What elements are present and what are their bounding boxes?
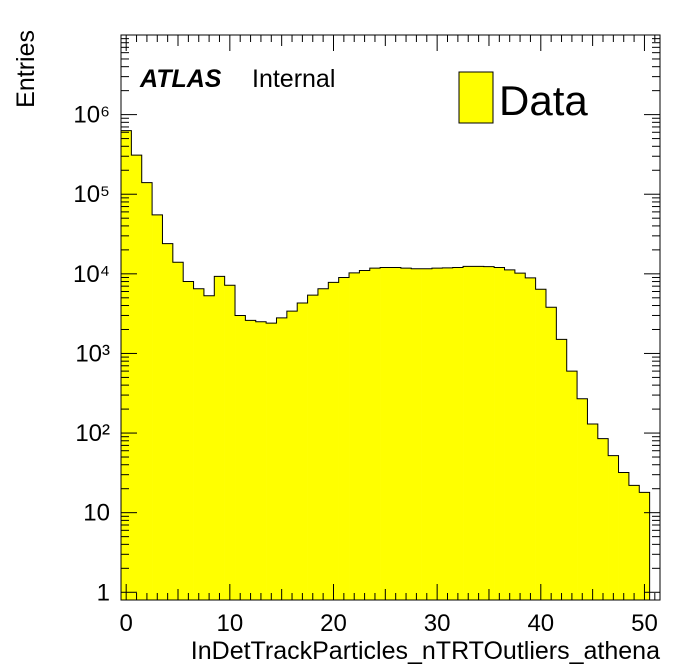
atlas-label-bold: ATLAS: [139, 65, 222, 93]
plot-frame: [120, 34, 661, 601]
atlas-label: ATLAS Internal: [139, 65, 335, 93]
y-tick-label: 10²: [75, 420, 110, 447]
histogram-bar: [618, 472, 630, 600]
histogram-bar: [545, 307, 557, 600]
histogram-bar: [141, 182, 153, 600]
histogram-bar: [390, 267, 402, 600]
x-tick-label: 10: [216, 610, 243, 637]
histogram-bar: [131, 155, 143, 600]
histogram-bar: [566, 371, 578, 600]
x-tick-labels: 0 10 20 30 40 50: [120, 610, 658, 637]
histogram-bar: [276, 317, 288, 600]
histogram-bar: [597, 438, 609, 600]
histogram-bar: [349, 272, 360, 600]
histogram-bar: [608, 455, 619, 600]
histogram-bar: [235, 315, 246, 600]
histogram-bar: [473, 266, 485, 600]
histogram-bar: [255, 321, 267, 600]
legend-swatch: [458, 71, 494, 124]
histogram-bar: [297, 303, 308, 600]
histogram-bar: [452, 267, 464, 600]
histogram-bar: [639, 492, 650, 600]
x-tick-label: 0: [120, 610, 133, 637]
axis-ticks: [121, 34, 660, 600]
atlas-label-internal: Internal: [252, 65, 335, 93]
histogram-bar: [380, 267, 391, 600]
histogram-bar: [286, 311, 298, 600]
x-tick-label: 30: [424, 610, 451, 637]
histogram-bar: [203, 295, 215, 600]
histogram-bar: [224, 285, 236, 600]
histogram-bar: [587, 423, 599, 600]
histogram-bar: [504, 269, 516, 600]
histogram-bar: [514, 273, 526, 600]
histogram-bar: [172, 262, 184, 600]
y-tick-label: 10: [83, 500, 110, 527]
histogram-bar: [577, 398, 588, 600]
histogram-bar: [162, 243, 174, 600]
histogram-bar: [266, 323, 277, 600]
y-tick-label: 10³: [75, 340, 110, 367]
histogram-bar: [483, 266, 495, 600]
legend-entry-data: Data: [499, 77, 588, 124]
histogram-bar: [369, 268, 381, 600]
histogram-bar: [556, 339, 568, 600]
bars-layer: [121, 130, 650, 600]
histogram-bar: [494, 267, 505, 600]
histogram-bar: [411, 268, 422, 600]
histogram-bar: [431, 268, 443, 600]
histogram-bar: [535, 289, 547, 600]
y-tick-label: 10⁶: [73, 102, 110, 129]
histogram-bar: [214, 276, 225, 600]
histogram-bar: [307, 295, 319, 600]
histogram-bar: [338, 277, 350, 600]
histogram-bar: [421, 268, 433, 600]
histogram-bar: [628, 485, 640, 600]
histogram-bar: [193, 288, 205, 600]
histogram-bar: [400, 268, 412, 600]
y-tick-label: 10⁴: [73, 261, 110, 288]
histogram-bar: [183, 281, 194, 600]
histogram-bar: [317, 288, 329, 600]
y-tick-label: 10⁵: [73, 181, 110, 208]
histogram-bar: [359, 270, 371, 600]
histogram-bar: [245, 320, 257, 600]
y-axis-label: Entries: [12, 30, 40, 108]
x-tick-label: 50: [631, 610, 658, 637]
y-tick-label: 1: [97, 579, 110, 606]
histogram-bar: [463, 266, 474, 600]
legend: Data: [458, 71, 588, 124]
x-axis-label: InDetTrackParticles_nTRTOutliers_athena: [191, 637, 660, 665]
histogram-bar: [442, 267, 453, 600]
histogram-bar: [152, 214, 163, 600]
histogram-bar: [525, 277, 536, 600]
y-tick-labels: 1 10 10² 10³ 10⁴ 10⁵ 10⁶: [73, 102, 110, 607]
histogram-bar: [328, 282, 339, 600]
x-tick-label: 40: [527, 610, 554, 637]
x-tick-label: 20: [320, 610, 347, 637]
series-outline: [120, 130, 651, 600]
